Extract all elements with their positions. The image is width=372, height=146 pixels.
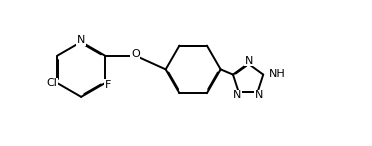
Text: NH: NH (269, 69, 286, 79)
Text: F: F (105, 80, 111, 89)
Text: Cl: Cl (47, 78, 58, 88)
Text: N: N (77, 35, 85, 45)
Text: O: O (131, 49, 140, 59)
Text: N: N (255, 90, 263, 100)
Text: N: N (245, 56, 253, 66)
Text: N: N (233, 90, 241, 100)
